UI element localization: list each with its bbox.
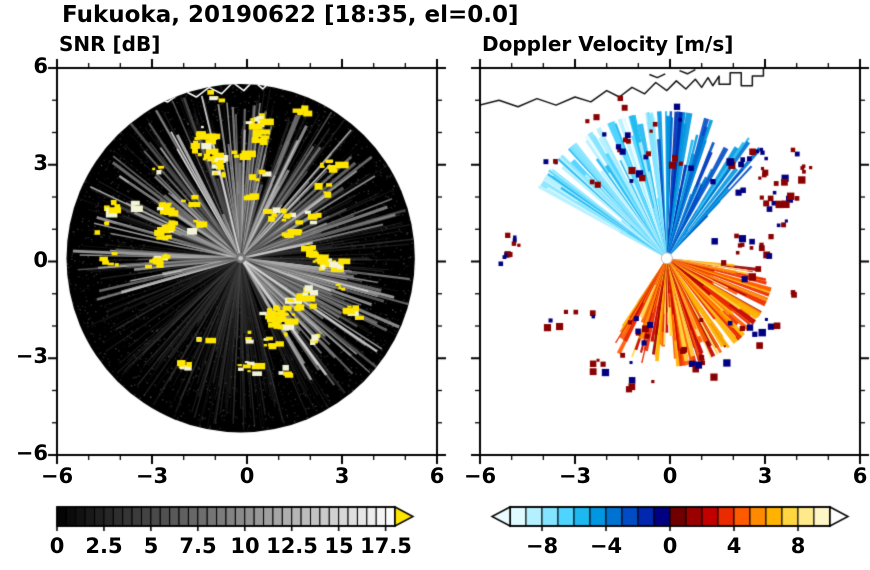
y-tick-label: −6	[15, 441, 48, 465]
doppler-colorbar-tick-label: −8	[525, 534, 559, 558]
snr-colorbar-tick-label: 0	[49, 534, 65, 558]
doppler-panel-subtitle: Doppler Velocity [m/s]	[482, 32, 734, 56]
snr-colorbar-tick-label: 15	[324, 534, 354, 558]
doppler-colorbar-tick-label: 0	[662, 534, 678, 558]
x-tick-label-snr: −6	[40, 464, 74, 488]
y-tick-label: 6	[33, 54, 48, 78]
x-tick-label-snr: 6	[429, 464, 445, 488]
snr-colorbar-tick-label: 17.5	[360, 534, 412, 558]
snr-colorbar-tick-label: 2.5	[85, 534, 123, 558]
doppler-colorbar-tick-label: 8	[790, 534, 806, 558]
x-tick-label-doppler: 3	[757, 464, 773, 488]
x-tick-label-doppler: 6	[852, 464, 868, 488]
snr-colorbar-tick-label: 5	[143, 534, 159, 558]
snr-colorbar-tick-label: 10	[230, 534, 260, 558]
doppler-colorbar-tick-label: 4	[726, 534, 742, 558]
y-tick-label: 3	[33, 151, 48, 175]
x-tick-label-doppler: −3	[558, 464, 592, 488]
figure-title: Fukuoka, 20190622 [18:35, el=0.0]	[62, 2, 519, 28]
x-tick-label-snr: −3	[135, 464, 169, 488]
doppler-colorbar-tick-label: −4	[589, 534, 623, 558]
y-tick-label: 0	[33, 248, 48, 272]
x-tick-label-doppler: 0	[662, 464, 678, 488]
y-tick-label: −3	[15, 344, 48, 368]
snr-colorbar-tick-label: 7.5	[179, 534, 217, 558]
snr-panel-subtitle: SNR [dB]	[59, 32, 161, 56]
x-tick-label-snr: 0	[239, 464, 255, 488]
x-tick-label-doppler: −6	[463, 464, 497, 488]
snr-colorbar-tick-label: 12.5	[266, 534, 318, 558]
x-tick-label-snr: 3	[334, 464, 350, 488]
